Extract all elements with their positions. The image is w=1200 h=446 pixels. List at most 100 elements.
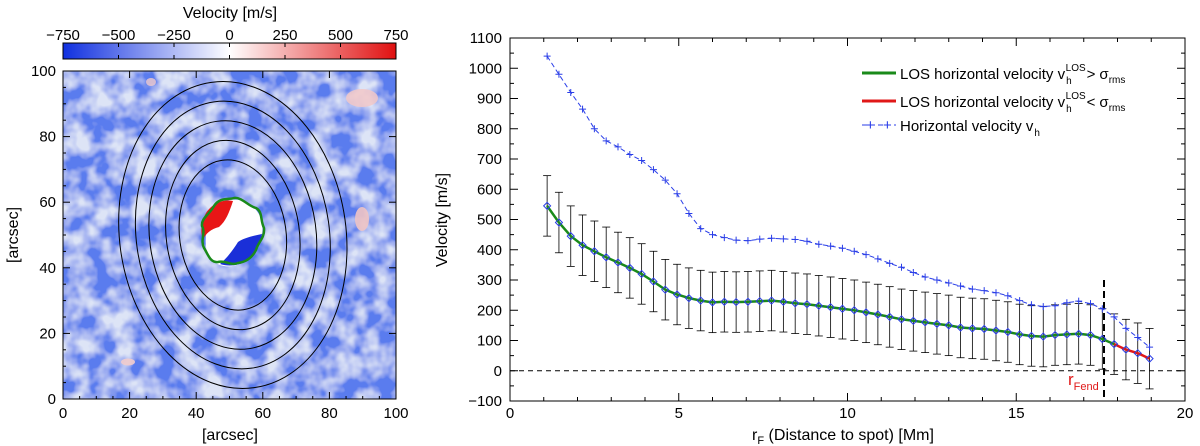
los-velocity-point bbox=[566, 231, 575, 241]
los-velocity-point bbox=[1003, 327, 1013, 337]
distance-contour bbox=[118, 81, 348, 389]
los-velocity-point bbox=[554, 218, 564, 227]
horizontal-velocity-point bbox=[768, 234, 776, 242]
los-velocity-point bbox=[779, 297, 788, 306]
legend-label: Horizontal velocity vh bbox=[900, 118, 1040, 139]
velocity-profile-panel: 0 5 10 15 20−1000100200300400500600700800900… bbox=[434, 30, 1193, 446]
colorbar-ticks: −750 −500 −250 0 250 500 750 bbox=[46, 27, 409, 59]
los-velocity-point bbox=[932, 319, 942, 329]
los-velocity-point bbox=[826, 303, 835, 312]
red-patch bbox=[146, 78, 156, 86]
plot-y-tick-label: 200 bbox=[477, 302, 502, 319]
map-y-tick-label: 60 bbox=[39, 194, 56, 211]
los-velocity-point bbox=[684, 293, 694, 303]
map-x-label: [arcsec] bbox=[202, 427, 258, 444]
map-y-tick-label: 100 bbox=[31, 63, 56, 80]
los-velocity-point bbox=[873, 310, 883, 319]
los-velocity-point bbox=[578, 241, 587, 250]
los-velocity-point bbox=[897, 315, 906, 324]
horizontal-velocity-point bbox=[898, 263, 905, 271]
los-velocity-point bbox=[790, 299, 800, 308]
horizontal-velocity-point bbox=[921, 273, 929, 281]
los-velocity-point bbox=[1039, 332, 1048, 341]
plot-y-tick-label: 600 bbox=[477, 181, 502, 198]
colorbar-tick-label: 750 bbox=[383, 27, 408, 44]
horizontal-velocity-point bbox=[968, 285, 976, 293]
horizontal-velocity-markers bbox=[543, 52, 1154, 351]
plot-y-tick-label: 1100 bbox=[470, 30, 502, 47]
map-y-label: [arcsec] bbox=[5, 207, 22, 263]
plot-y-tick-label: −100 bbox=[468, 393, 502, 410]
horizontal-velocity-point bbox=[803, 237, 811, 245]
horizontal-velocity-point bbox=[1110, 313, 1118, 321]
horizontal-velocity-point bbox=[579, 105, 587, 113]
horizontal-velocity-point bbox=[850, 247, 858, 255]
plot-x-tick-label: 15 bbox=[1008, 405, 1025, 422]
horizontal-velocity-point bbox=[1122, 324, 1130, 332]
los-velocity-point bbox=[542, 201, 552, 211]
los-velocity-point bbox=[1062, 330, 1072, 339]
horizontal-velocity-point bbox=[602, 137, 610, 145]
horizontal-velocity-point bbox=[1051, 302, 1059, 310]
los-velocity-point bbox=[601, 253, 611, 262]
horizontal-velocity-point bbox=[614, 143, 622, 151]
velocity-map-panel: Velocity [m/s] −750 −500 −250 0 250 500 750 0 2… bbox=[5, 5, 409, 444]
horizontal-velocity-point bbox=[1098, 305, 1106, 313]
horizontal-velocity-point bbox=[626, 150, 634, 158]
horizontal-velocity-point bbox=[992, 289, 1000, 297]
horizontal-velocity-point bbox=[567, 88, 575, 96]
horizontal-velocity-point bbox=[673, 190, 681, 198]
map-y-tick-label: 20 bbox=[39, 325, 56, 342]
legend-item-horizontal: + + Horizontal velocity vh bbox=[862, 117, 1040, 139]
spot-boundary bbox=[200, 196, 266, 266]
los-velocity-line-above-sigma bbox=[546, 205, 1115, 346]
legend-label: LOS horizontal velocity vhLOS< σrms bbox=[900, 91, 1125, 115]
plot-y-label: Velocity [m/s] bbox=[434, 173, 451, 267]
horizontal-velocity-point bbox=[661, 176, 669, 184]
red-patch bbox=[121, 358, 135, 366]
legend-marker: + bbox=[866, 117, 875, 134]
horizontal-velocity-point bbox=[732, 236, 740, 244]
map-x-tick-label: 0 bbox=[59, 405, 67, 422]
horizontal-velocity-point bbox=[685, 209, 693, 217]
map-x-tick-label: 100 bbox=[383, 405, 408, 422]
los-velocity-point bbox=[920, 318, 930, 327]
plot-x-tick-label: 5 bbox=[675, 405, 683, 422]
los-velocity-point bbox=[731, 297, 741, 307]
horizontal-velocity-point bbox=[791, 235, 799, 243]
plot-x-tick-label: 20 bbox=[1177, 405, 1194, 422]
colorbar-tick-label: −500 bbox=[102, 27, 136, 44]
red-patch bbox=[355, 207, 369, 231]
map-x-tick-label: 20 bbox=[121, 405, 138, 422]
legend-label: LOS horizontal velocity vhLOS> σrms bbox=[900, 63, 1125, 87]
los-velocity-point bbox=[850, 306, 859, 315]
los-velocity-point bbox=[1145, 354, 1154, 363]
horizontal-velocity-point bbox=[1087, 300, 1094, 308]
distance-contour bbox=[165, 139, 301, 331]
map-x-tick-label: 60 bbox=[254, 405, 271, 422]
horizontal-velocity-point bbox=[709, 231, 716, 239]
plot-y-tick-label: 400 bbox=[477, 242, 502, 259]
horizontal-velocity-point bbox=[1063, 299, 1071, 307]
los-velocity-point bbox=[1098, 334, 1107, 344]
los-velocity-point bbox=[637, 269, 646, 279]
plot-y-tick-label: 700 bbox=[477, 151, 502, 168]
plot-y-tick-label: 800 bbox=[477, 121, 502, 138]
los-velocity-point bbox=[767, 296, 776, 305]
velocity-map bbox=[63, 71, 396, 399]
map-y-tick-label: 0 bbox=[48, 391, 56, 408]
los-velocity-point bbox=[672, 290, 682, 299]
distance-contour bbox=[134, 100, 331, 370]
horizontal-velocity-point bbox=[697, 225, 705, 233]
horizontal-velocity-point bbox=[957, 282, 965, 290]
horizontal-velocity-point bbox=[1075, 297, 1083, 305]
los-velocity-point bbox=[956, 323, 965, 332]
los-velocity-point bbox=[1109, 339, 1119, 349]
legend: LOS horizontal velocity vhLOS> σrms LOS h… bbox=[862, 63, 1125, 139]
horizontal-velocity-point bbox=[756, 235, 764, 243]
los-velocity-point bbox=[649, 277, 658, 286]
plot-ticks: 0 5 10 15 20−1000100200300400500600700800900… bbox=[468, 30, 1193, 422]
los-velocity-point bbox=[661, 285, 670, 294]
horizontal-velocity-point bbox=[909, 268, 917, 276]
los-velocity-point bbox=[590, 247, 599, 256]
